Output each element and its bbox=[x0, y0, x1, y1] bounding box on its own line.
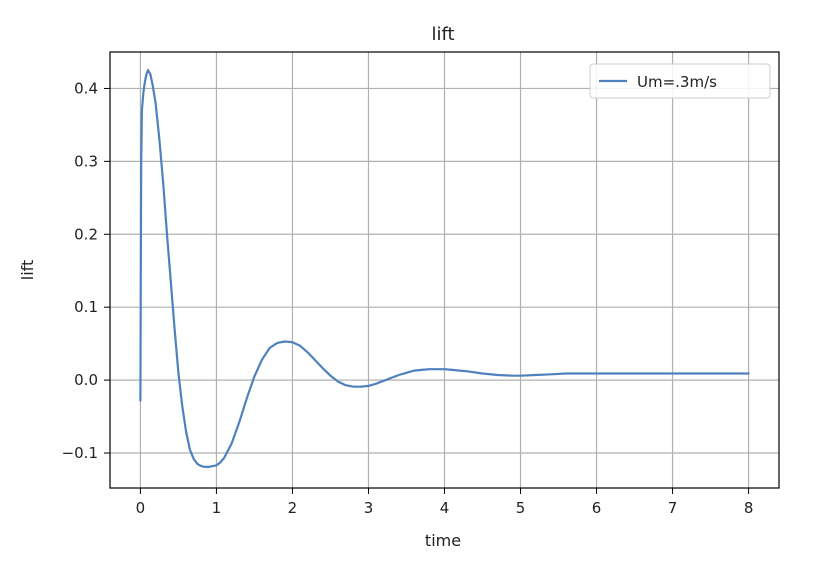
legend: Um=.3m/s bbox=[589, 63, 771, 99]
y-axis: −0.1 0.0 0.1 0.2 0.3 0.4 bbox=[62, 79, 110, 462]
grid bbox=[110, 52, 779, 488]
y-tick-label: 0.3 bbox=[74, 152, 98, 170]
y-tick-label: 0.0 bbox=[74, 371, 98, 389]
legend-label-0: Um=.3m/s bbox=[637, 73, 717, 91]
y-tick-label: 0.4 bbox=[74, 79, 98, 97]
series-layer bbox=[139, 69, 750, 468]
x-tick-label: 1 bbox=[212, 499, 222, 517]
x-tick-label: 5 bbox=[516, 499, 526, 517]
y-tick-label: 0.1 bbox=[74, 298, 98, 316]
x-tick-label: 4 bbox=[440, 499, 450, 517]
x-tick-label: 6 bbox=[592, 499, 602, 517]
x-axis: 0 1 2 3 4 5 6 7 8 bbox=[136, 488, 754, 517]
x-tick-label: 8 bbox=[744, 499, 754, 517]
series-line-0 bbox=[139, 69, 750, 468]
x-tick-label: 0 bbox=[136, 499, 146, 517]
y-axis-label: lift bbox=[18, 260, 37, 281]
y-tick-label: 0.2 bbox=[74, 225, 98, 243]
chart-title: lift bbox=[431, 24, 454, 45]
legend-box bbox=[589, 63, 771, 99]
x-tick-label: 7 bbox=[668, 499, 678, 517]
y-tick-label: −0.1 bbox=[62, 444, 98, 462]
x-tick-label: 3 bbox=[364, 499, 374, 517]
x-axis-label: time bbox=[425, 531, 461, 550]
x-tick-label: 2 bbox=[288, 499, 298, 517]
